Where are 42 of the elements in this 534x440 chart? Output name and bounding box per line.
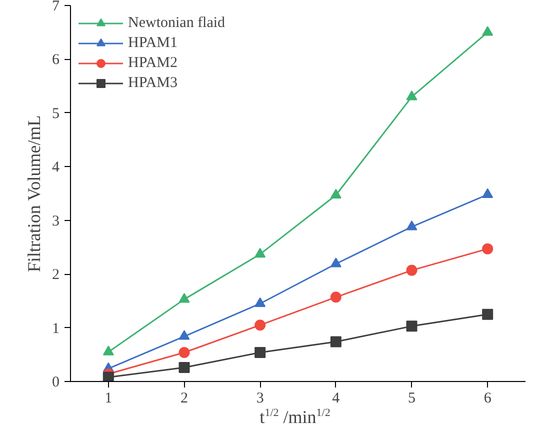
x-tick-label: 6 (484, 390, 492, 406)
x-tick-label: 4 (332, 390, 340, 406)
x-axis-title: t$^{1/2}$ /min$^{1/2}$ (260, 406, 330, 429)
point (330, 258, 342, 268)
point (178, 330, 190, 340)
y-tick-label: 4 (52, 160, 60, 176)
point (102, 372, 114, 382)
point (330, 292, 342, 303)
y-tick-label: 2 (52, 267, 60, 284)
point (482, 188, 494, 198)
y-tick-label: 0 (52, 374, 60, 390)
legend-label: Newtonian flaid (128, 14, 226, 32)
point (406, 320, 418, 332)
point (254, 297, 266, 307)
x-tick-label: 5 (408, 390, 416, 406)
point (330, 336, 342, 348)
point (178, 347, 190, 358)
point (482, 308, 494, 320)
point (254, 320, 266, 331)
y-tick-label: 3 (52, 213, 60, 230)
point (406, 264, 418, 276)
y-tick-label: 1 (52, 320, 60, 337)
point (102, 346, 114, 356)
point (482, 26, 494, 36)
y-tick-label: 7 (52, 0, 60, 14)
point (406, 220, 418, 230)
y-tick-label: 5 (52, 106, 60, 122)
legend-label: HPAM2 (128, 54, 178, 72)
point (178, 293, 190, 303)
y-axis-title: Filtration Volume/mL (24, 115, 44, 272)
legend-label: HPAM3 (128, 74, 178, 92)
point (178, 362, 190, 374)
point (254, 346, 266, 358)
legend-label: HPAM1 (128, 34, 178, 52)
point (330, 188, 342, 198)
point (254, 248, 266, 258)
point (406, 90, 418, 100)
x-tick-label: 3 (256, 390, 264, 406)
x-tick-label: 2 (180, 390, 188, 406)
x-tick-label: 1 (104, 390, 112, 406)
y-tick-label: 6 (52, 52, 60, 68)
point (482, 243, 494, 254)
